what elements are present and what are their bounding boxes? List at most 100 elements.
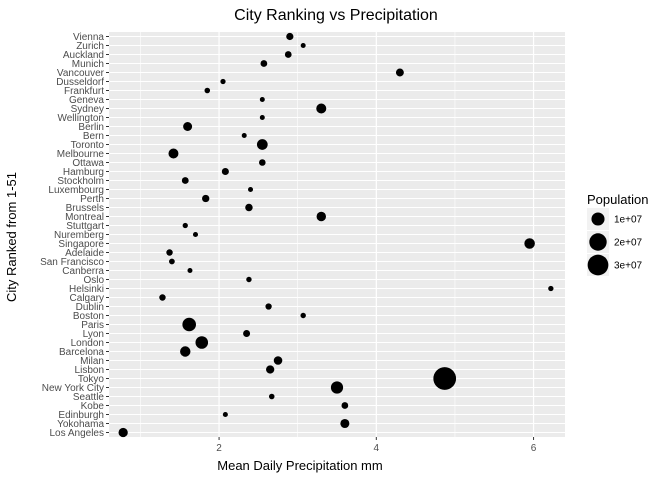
major-gridlines: [109, 32, 565, 437]
y-tick-label: Frankfurt: [64, 86, 104, 97]
legend-label: 2e+07: [614, 238, 643, 249]
y-tick-label: Perth: [80, 194, 104, 205]
data-point: [330, 381, 344, 394]
data-point: [316, 103, 327, 114]
y-tick-label: Toronto: [71, 140, 105, 151]
y-tick-label: Luxembourg: [48, 185, 104, 196]
y-tick-label: Vienna: [73, 32, 104, 43]
y-tick-label: Paris: [81, 320, 104, 331]
data-point: [202, 194, 210, 203]
y-tick-label: Melbourne: [57, 149, 105, 160]
data-point: [341, 402, 349, 409]
y-tick-label: Kobe: [81, 401, 105, 412]
y-tick-label: London: [71, 338, 104, 349]
data-point: [256, 139, 268, 150]
y-tick-label: Los Angeles: [50, 428, 105, 439]
data-point: [182, 222, 188, 229]
data-points: [118, 32, 554, 438]
data-point: [433, 367, 457, 390]
x-axis: 2 4 6: [216, 437, 537, 454]
data-point: [259, 159, 266, 166]
data-point: [395, 68, 404, 77]
y-tick-label: Geneva: [69, 95, 104, 106]
y-tick-label: Montreal: [65, 212, 104, 223]
y-tick-label: Helsinki: [69, 284, 104, 295]
y-tick-label: Boston: [73, 311, 104, 322]
data-point: [286, 32, 294, 41]
y-tick-label: Oslo: [83, 275, 104, 286]
legend: Population 1e+07 2e+07 3e+07: [587, 192, 648, 276]
y-tick-label: Seattle: [73, 392, 105, 403]
y-tick-label: Vancouver: [57, 68, 105, 79]
y-tick-label: Sydney: [71, 104, 104, 115]
data-point: [181, 177, 189, 184]
data-point: [183, 122, 193, 131]
y-tick-label: Stockholm: [57, 176, 104, 187]
y-tick-label: Milan: [80, 356, 104, 367]
data-point: [220, 78, 226, 85]
y-axis: ViennaZurichAucklandMunichVancouverDusse…: [40, 32, 109, 439]
y-tick-label: Bern: [83, 131, 104, 142]
data-point: [168, 148, 179, 159]
data-point: [266, 365, 275, 374]
y-tick-label: Dusseldorf: [56, 77, 104, 88]
data-point: [524, 238, 535, 249]
x-tick-label: 2: [216, 443, 222, 454]
legend-label: 1e+07: [614, 215, 643, 226]
data-point: [300, 312, 306, 319]
legend-label: 3e+07: [614, 261, 643, 272]
y-axis-title: City Ranked from 1-51: [4, 172, 19, 302]
legend-point: [589, 233, 607, 251]
y-tick-label: Wellington: [57, 113, 104, 124]
y-tick-label: Edinburgh: [58, 410, 104, 421]
data-point: [204, 87, 211, 94]
data-point: [259, 115, 265, 120]
y-tick-label: Yokohama: [57, 419, 104, 430]
data-point: [245, 203, 253, 212]
data-point: [268, 393, 275, 400]
y-tick-label: Hamburg: [63, 167, 104, 178]
data-point: [248, 187, 254, 192]
data-point: [260, 60, 268, 67]
y-tick-label: Tokyo: [78, 374, 105, 385]
data-point: [273, 356, 283, 365]
data-point: [222, 411, 228, 418]
y-tick-label: San Francisco: [40, 257, 104, 268]
y-tick-label: Munich: [72, 59, 104, 70]
data-point: [192, 231, 199, 238]
x-tick-label: 4: [374, 443, 380, 454]
y-tick-label: Barcelona: [59, 347, 104, 358]
data-point: [169, 258, 175, 265]
data-point: [180, 346, 191, 357]
y-tick-label: Calgary: [70, 293, 104, 304]
y-tick-label: Lisbon: [75, 365, 104, 376]
data-point: [265, 303, 272, 310]
legend-title: Population: [587, 192, 648, 207]
y-tick-label: Canberra: [62, 266, 104, 277]
y-tick-label: New York City: [42, 383, 104, 394]
data-point: [241, 133, 247, 138]
legend-point: [591, 212, 605, 226]
x-tick-label: 6: [531, 443, 537, 454]
data-point: [187, 268, 193, 273]
data-point: [246, 276, 252, 283]
data-point: [259, 97, 265, 102]
y-tick-label: Adelaide: [65, 248, 104, 259]
y-tick-label: Stuttgart: [66, 221, 104, 232]
data-point: [284, 51, 292, 58]
y-tick-label: Dublin: [76, 302, 104, 313]
data-point: [243, 330, 251, 337]
data-point: [159, 294, 166, 301]
y-tick-label: Lyon: [83, 329, 104, 340]
y-tick-label: Auckland: [63, 50, 104, 61]
data-point: [195, 336, 209, 349]
data-point: [316, 211, 326, 222]
data-point: [340, 418, 350, 429]
legend-point: [587, 254, 609, 276]
chart-title: City Ranking vs Precipitation: [234, 7, 438, 24]
y-tick-label: Brussels: [66, 203, 104, 214]
y-tick-label: Ottawa: [72, 158, 104, 169]
data-point: [118, 427, 128, 438]
data-point: [182, 317, 196, 332]
data-point: [300, 43, 306, 48]
